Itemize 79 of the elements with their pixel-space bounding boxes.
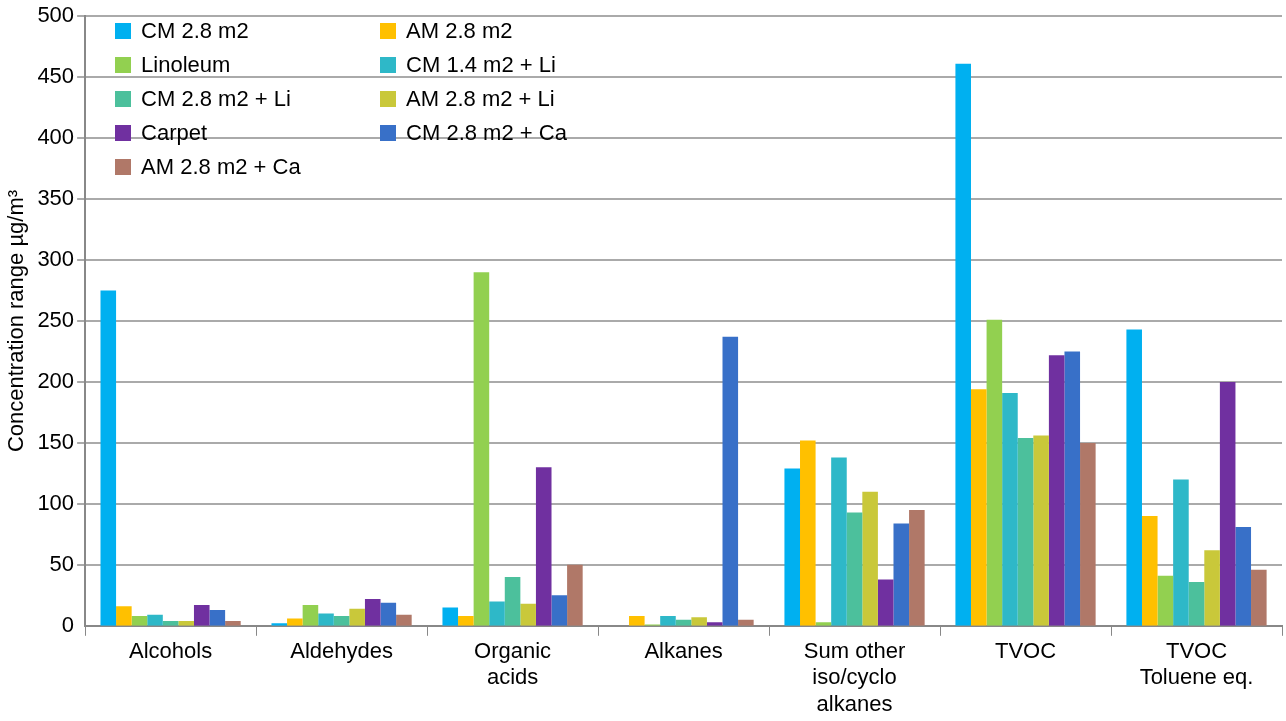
x-tick-label: Alcohols <box>129 638 213 664</box>
bar <box>862 491 878 626</box>
bar <box>489 601 505 626</box>
bar <box>1188 581 1205 626</box>
bar <box>287 618 303 626</box>
bar <box>535 467 552 626</box>
bar <box>629 616 645 626</box>
bar <box>442 607 459 626</box>
bar <box>1157 575 1174 626</box>
bar <box>302 605 319 626</box>
y-tick-label: 450 <box>37 63 75 89</box>
y-tick-label: 400 <box>37 124 75 150</box>
y-tick-label: 50 <box>49 550 75 576</box>
bar <box>893 523 910 626</box>
bar <box>1173 479 1189 626</box>
bar <box>1002 392 1018 626</box>
bar <box>660 616 676 626</box>
bar <box>877 579 894 626</box>
x-tick-label: Organic acids <box>474 638 552 690</box>
legend-label: Linoleum <box>141 52 231 79</box>
y-axis-title: Concentration range µg/m³ <box>3 189 29 453</box>
bar <box>1141 516 1158 626</box>
legend-label: CM 2.8 m2 + Li <box>141 86 291 113</box>
bar <box>116 606 132 626</box>
legend-label: CM 2.8 m2 + Ca <box>406 120 567 147</box>
x-tick-label: Sum other iso/cyclo alkanes <box>803 638 906 716</box>
bar <box>800 440 816 626</box>
bar <box>209 609 226 626</box>
y-tick-label: 0 <box>61 611 75 637</box>
bar <box>1064 351 1081 626</box>
bar <box>473 272 490 626</box>
bar <box>380 602 397 626</box>
x-tick-label: TVOC Toluene eq. <box>1139 638 1254 690</box>
x-tick-label: TVOC <box>994 638 1057 664</box>
legend-label: AM 2.8 m2 + Ca <box>141 154 301 181</box>
bar <box>1033 435 1049 626</box>
bar <box>1219 381 1236 626</box>
bar <box>551 595 568 626</box>
bar <box>504 577 521 626</box>
bar <box>458 616 474 626</box>
y-tick-label: 150 <box>37 428 75 454</box>
bar <box>100 290 117 626</box>
bar <box>318 613 334 626</box>
bar <box>364 598 381 626</box>
x-tick-label: Aldehydes <box>290 638 393 664</box>
bar <box>1204 550 1220 626</box>
bar <box>986 319 1003 626</box>
y-tick-label: 250 <box>37 307 75 333</box>
bar <box>1126 329 1142 626</box>
bar <box>567 564 583 626</box>
legend-label: AM 2.8 m2 <box>406 18 513 45</box>
bar <box>1080 442 1096 626</box>
bar <box>1235 527 1252 626</box>
bar <box>1251 569 1267 626</box>
legend-label: AM 2.8 m2 + Li <box>406 86 555 113</box>
legend-label: Carpet <box>141 120 208 147</box>
legend-label: CM 2.8 m2 <box>141 18 249 45</box>
bar <box>396 614 412 626</box>
bar <box>784 468 801 626</box>
bar <box>1048 355 1065 626</box>
bar <box>1017 438 1034 626</box>
y-tick-label: 300 <box>37 246 75 272</box>
bar <box>691 617 707 626</box>
bar <box>971 389 987 626</box>
bar <box>846 512 863 626</box>
y-tick-label: 350 <box>37 185 75 211</box>
bar <box>520 603 536 626</box>
bar <box>831 457 847 626</box>
x-tick-label: Alkanes <box>644 638 723 664</box>
y-tick-label: 100 <box>37 489 75 515</box>
y-tick-label: 500 <box>37 2 75 28</box>
bar <box>955 63 971 626</box>
bar <box>147 614 163 626</box>
bar <box>909 509 925 626</box>
y-tick-label: 200 <box>37 368 75 394</box>
legend-label: CM 1.4 m2 + Li <box>406 52 556 79</box>
bar <box>722 336 739 626</box>
bar <box>193 605 210 626</box>
bar <box>349 608 365 626</box>
